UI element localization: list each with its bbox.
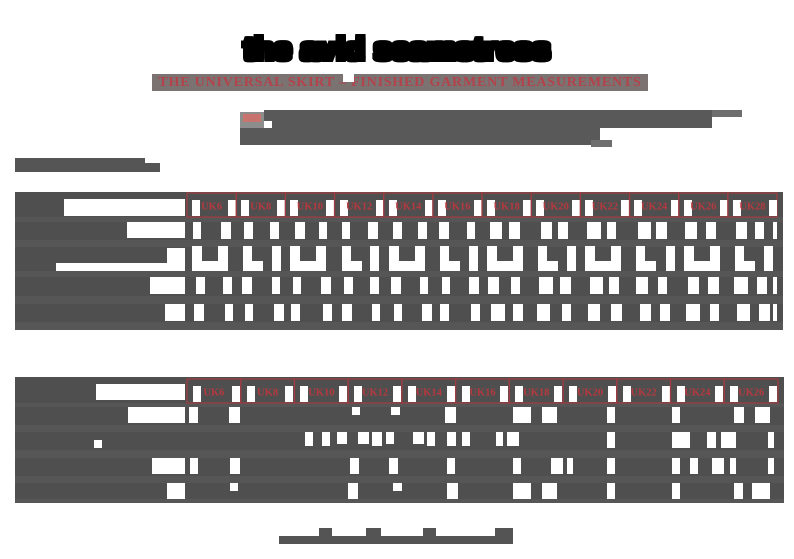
svg-text:UK6: UK6	[203, 388, 224, 399]
svg-text:UK8: UK8	[257, 388, 278, 399]
svg-text:UK22: UK22	[631, 388, 657, 399]
svg-text:UK20: UK20	[543, 202, 569, 213]
svg-text:UK16: UK16	[469, 388, 495, 399]
svg-text:UK14: UK14	[395, 202, 422, 213]
svg-text:UK12: UK12	[362, 388, 388, 399]
svg-text:UK26: UK26	[690, 202, 716, 213]
svg-text:UK12: UK12	[346, 202, 372, 213]
svg-text:UK26: UK26	[738, 388, 764, 399]
svg-text:UK6: UK6	[201, 202, 222, 213]
svg-text:UK10: UK10	[308, 388, 334, 399]
svg-text:UK18: UK18	[523, 388, 549, 399]
svg-text:UK10: UK10	[297, 202, 323, 213]
svg-text:UK8: UK8	[250, 202, 271, 213]
svg-text:UK22: UK22	[592, 202, 618, 213]
svg-text:UK16: UK16	[444, 202, 470, 213]
svg-text:UK20: UK20	[577, 388, 603, 399]
svg-text:UK24: UK24	[641, 202, 668, 213]
svg-text:UK14: UK14	[416, 388, 443, 399]
svg-text:UK24: UK24	[684, 388, 711, 399]
svg-text:UK18: UK18	[493, 202, 519, 213]
svg-text:UK28: UK28	[739, 202, 765, 213]
